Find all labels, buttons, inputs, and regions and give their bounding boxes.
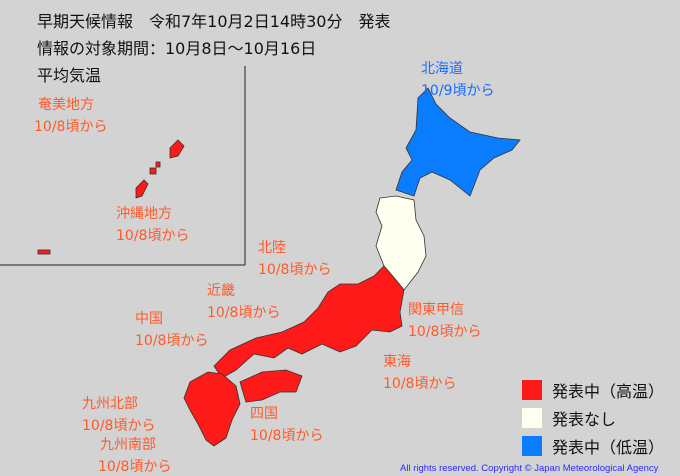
region-amami[interactable] xyxy=(169,139,185,159)
label-kyushu-north: 九州北部 10/8頃から xyxy=(82,396,156,434)
label-kinki: 近畿 10/8頃から xyxy=(207,283,281,321)
region-kyushu[interactable] xyxy=(183,371,241,447)
region-okinawa[interactable] xyxy=(135,179,149,199)
island xyxy=(155,161,161,168)
legend-none: 発表なし xyxy=(522,406,616,430)
label-okinawa: 沖縄地方 10/8頃から xyxy=(116,206,190,244)
region-tohoku[interactable] xyxy=(375,195,427,291)
legend-swatch-low xyxy=(522,436,542,456)
legend-label-high: 発表中（高温） xyxy=(552,382,665,401)
label-amami: 奄美地方 10/8頃から xyxy=(34,97,108,135)
legend-label-none: 発表なし xyxy=(552,410,617,429)
label-chugoku: 中国 10/8頃から xyxy=(135,311,209,349)
region-sakishima[interactable] xyxy=(37,249,51,255)
legend-swatch-high xyxy=(522,380,542,400)
region-honshu-warm[interactable] xyxy=(213,265,405,379)
legend-high: 発表中（高温） xyxy=(522,378,664,402)
legend-label-low: 発表中（低温） xyxy=(552,438,665,457)
copyright: All rights reserved. Copyright © Japan M… xyxy=(400,463,659,474)
period-line: 情報の対象期間：10月8日～10月16日 xyxy=(37,39,317,58)
region-hokkaido[interactable] xyxy=(395,87,521,197)
label-tokai: 東海 10/8頃から xyxy=(383,354,457,392)
region-shikoku[interactable] xyxy=(239,369,303,403)
legend-low: 発表中（低温） xyxy=(522,434,664,458)
island xyxy=(149,167,157,175)
legend-swatch-none xyxy=(522,408,542,428)
element-line: 平均気温 xyxy=(37,66,102,85)
title-line: 早期天候情報 令和7年10月2日14時30分 発表 xyxy=(37,12,391,31)
label-hokkaido: 北海道 10/9頃から xyxy=(421,61,495,99)
label-kanto-koshin: 関東甲信 10/8頃から xyxy=(408,302,482,340)
label-hokuriku: 北陸 10/8頃から xyxy=(258,240,332,278)
label-kyushu-south: 九州南部 10/8頃から xyxy=(98,437,172,475)
label-shikoku: 四国 10/8頃から xyxy=(250,406,324,444)
